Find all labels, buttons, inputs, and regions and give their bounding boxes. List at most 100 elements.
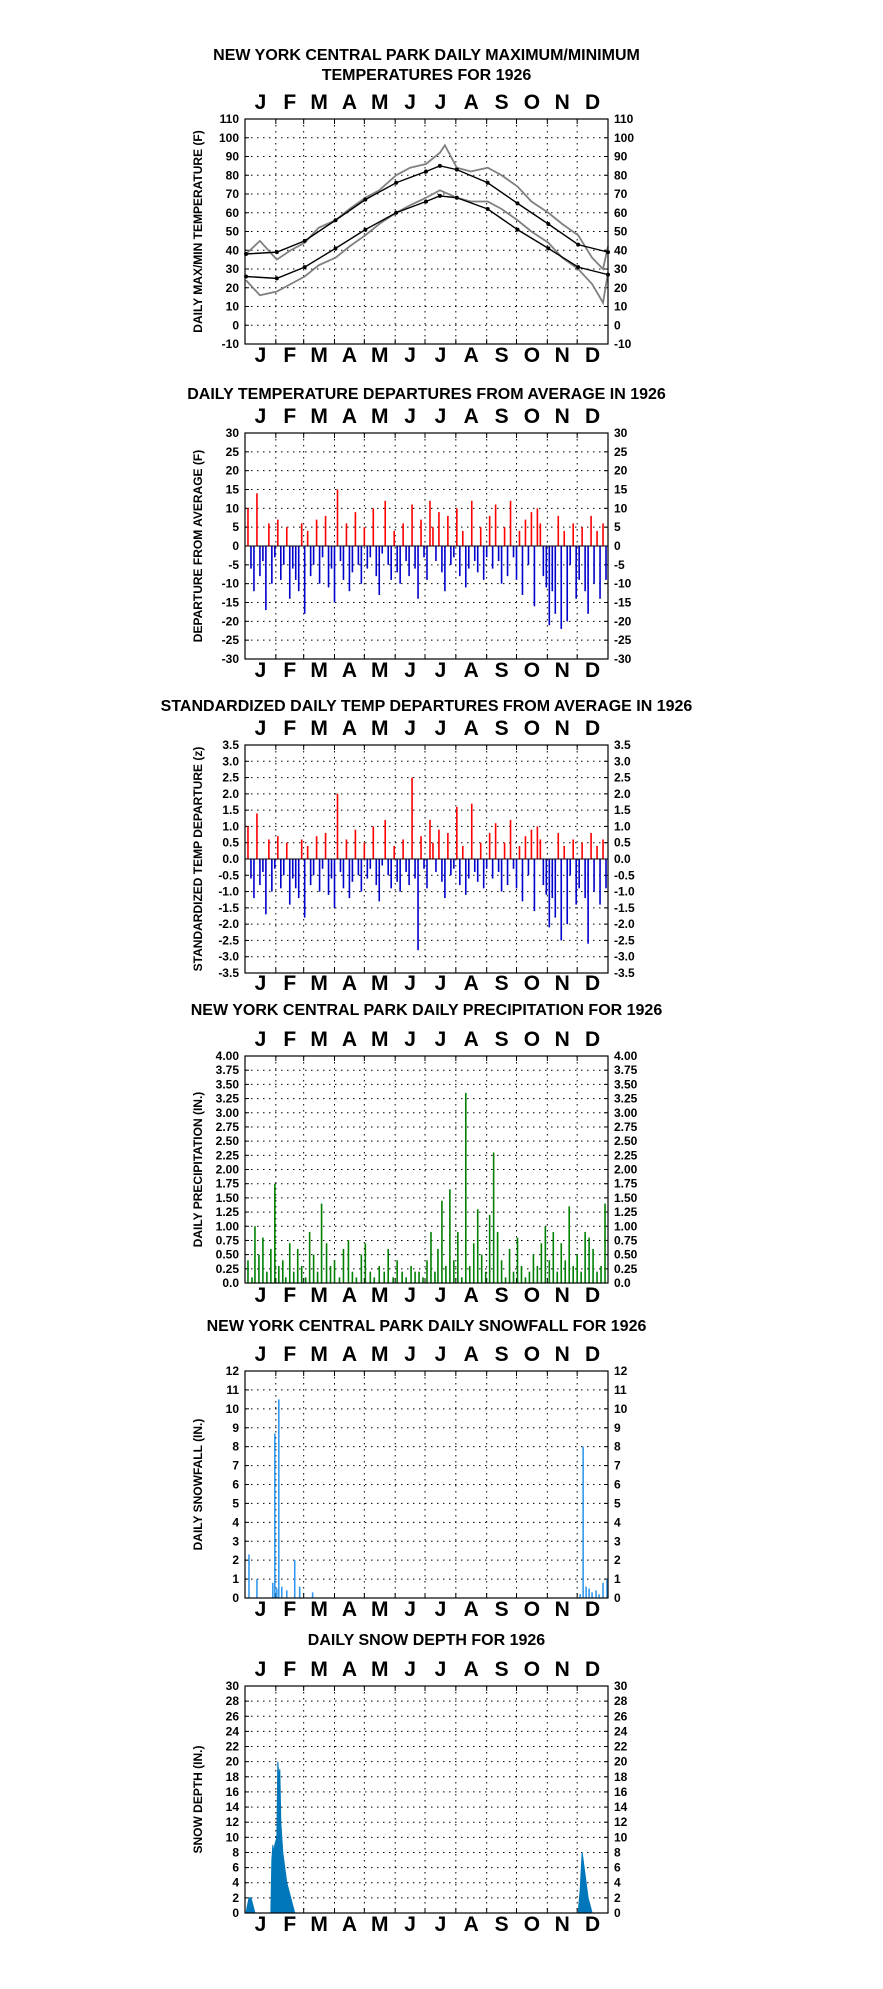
bar xyxy=(587,859,589,944)
chart-marks xyxy=(248,1399,608,1598)
bar xyxy=(312,859,315,876)
month-label-bottom: S xyxy=(495,1284,509,1307)
month-label-top: D xyxy=(585,717,600,740)
bar xyxy=(462,845,464,859)
bar xyxy=(399,546,401,584)
bar xyxy=(294,859,297,889)
bar xyxy=(470,803,473,859)
month-label-bottom: N xyxy=(555,1598,570,1621)
bar xyxy=(408,859,410,886)
y-tick-label-right: 1.75 xyxy=(614,1177,638,1191)
y-tick-label-right: -3.5 xyxy=(614,966,635,980)
y-tick-label-right: 1.50 xyxy=(614,1191,638,1205)
bar xyxy=(266,1271,268,1283)
month-label-bottom: N xyxy=(555,659,570,682)
month-label-top: J xyxy=(404,1028,416,1051)
bar xyxy=(396,546,398,573)
bar xyxy=(532,1254,535,1283)
chart-title: NEW YORK CENTRAL PARK DAILY SNOWFALL FOR… xyxy=(207,1318,647,1335)
series-point-normal-max xyxy=(546,222,551,226)
bar xyxy=(308,1231,311,1283)
bar xyxy=(303,546,306,614)
bar xyxy=(429,500,431,546)
bar xyxy=(456,806,458,859)
bar xyxy=(410,1265,412,1283)
bar xyxy=(288,859,291,905)
bar xyxy=(274,1433,276,1598)
bar xyxy=(540,1243,543,1283)
bar xyxy=(602,839,604,859)
bar xyxy=(457,1231,459,1283)
bar xyxy=(414,859,416,879)
month-label-bottom: J xyxy=(255,659,267,682)
bar xyxy=(554,546,557,614)
bar xyxy=(429,819,431,859)
bar xyxy=(453,546,455,558)
bar xyxy=(491,546,494,569)
bar xyxy=(464,1092,467,1283)
bar xyxy=(599,859,601,905)
bar xyxy=(324,515,327,546)
month-label-top: M xyxy=(371,1658,389,1681)
bar xyxy=(247,508,249,546)
bar xyxy=(602,1582,604,1598)
y-tick-label-left: 15 xyxy=(226,483,240,497)
y-tick-label-right: 2.25 xyxy=(614,1148,638,1162)
bar xyxy=(484,1271,487,1283)
bar xyxy=(437,1248,439,1283)
bar xyxy=(351,546,354,573)
bar xyxy=(584,859,586,899)
bar xyxy=(449,1189,451,1283)
y-tick-label-right: 30 xyxy=(614,426,628,440)
month-label-bottom: D xyxy=(585,659,600,682)
y-tick-label-right: 12 xyxy=(614,1364,628,1378)
y-tick-label-left: 5 xyxy=(232,1496,239,1510)
month-label-top: S xyxy=(495,1028,509,1051)
month-label-bottom: F xyxy=(283,344,296,367)
area-fill xyxy=(245,1761,608,1914)
bar xyxy=(265,546,267,611)
bar xyxy=(536,508,539,546)
bar xyxy=(282,546,285,565)
y-tick-label-right: -0.5 xyxy=(614,868,635,882)
y-tick-label-left: 60 xyxy=(226,206,240,220)
bar xyxy=(387,859,390,876)
bar xyxy=(509,819,512,859)
bar xyxy=(438,829,440,859)
month-label-top: O xyxy=(524,405,540,428)
bar xyxy=(285,842,288,859)
y-tick-label-right: 1.00 xyxy=(614,1219,638,1233)
y-tick-label-left: -0.5 xyxy=(218,868,239,882)
month-label-bottom: J xyxy=(435,344,447,367)
month-label-bottom: M xyxy=(310,344,328,367)
bar xyxy=(479,527,482,546)
y-tick-label-right: 6 xyxy=(614,1478,621,1492)
bar xyxy=(253,859,255,899)
bar xyxy=(581,842,583,859)
bar xyxy=(590,515,592,546)
bar xyxy=(604,1203,606,1283)
y-tick-label-right: -30 xyxy=(614,652,632,666)
month-label-bottom: J xyxy=(404,972,416,995)
y-tick-label-right: 10 xyxy=(614,300,628,314)
bar xyxy=(578,859,580,889)
bar xyxy=(430,1231,432,1283)
y-tick-label-right: -20 xyxy=(614,614,632,628)
y-tick-label-right: -15 xyxy=(614,596,632,610)
bar xyxy=(426,859,428,889)
bar xyxy=(378,1265,381,1283)
y-tick-label-left: -25 xyxy=(222,633,240,647)
month-label-bottom: M xyxy=(371,1913,389,1936)
y-tick-label-right: 14 xyxy=(614,1800,628,1814)
bar xyxy=(476,1209,479,1283)
bar xyxy=(262,546,264,562)
bar xyxy=(438,512,440,546)
y-tick-label-right: 11 xyxy=(614,1383,627,1397)
month-label-top: A xyxy=(464,91,479,114)
month-label-top: J xyxy=(255,1658,267,1681)
y-tick-label-right: 2.50 xyxy=(614,1134,638,1148)
bar xyxy=(417,546,419,599)
bar xyxy=(320,1203,323,1283)
bar xyxy=(521,859,524,902)
month-label-top: J xyxy=(404,1343,416,1366)
